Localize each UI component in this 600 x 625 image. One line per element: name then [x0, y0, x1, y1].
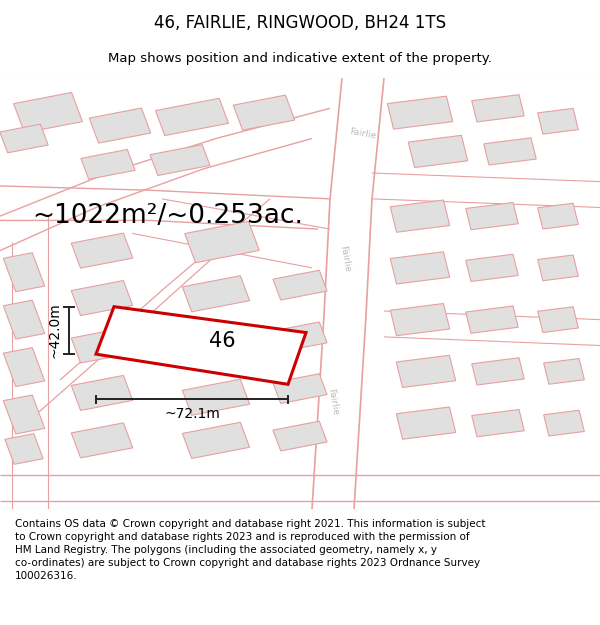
Polygon shape: [71, 281, 133, 316]
Polygon shape: [466, 254, 518, 281]
Polygon shape: [273, 270, 327, 300]
Polygon shape: [484, 138, 536, 165]
Polygon shape: [71, 376, 133, 411]
Polygon shape: [396, 355, 456, 388]
Polygon shape: [408, 136, 468, 168]
Polygon shape: [233, 95, 295, 130]
Polygon shape: [182, 276, 250, 312]
Polygon shape: [14, 92, 82, 132]
Text: Contains OS data © Crown copyright and database right 2021. This information is : Contains OS data © Crown copyright and d…: [15, 519, 485, 581]
Polygon shape: [182, 379, 250, 416]
Polygon shape: [150, 144, 210, 176]
Polygon shape: [472, 95, 524, 122]
Polygon shape: [396, 407, 456, 439]
Polygon shape: [538, 108, 578, 134]
Polygon shape: [273, 374, 327, 404]
Text: Fairlie: Fairlie: [349, 127, 377, 141]
Text: 46: 46: [209, 331, 235, 351]
Polygon shape: [538, 203, 578, 229]
Text: ~1022m²/~0.253ac.: ~1022m²/~0.253ac.: [32, 203, 304, 229]
Text: Fairlie: Fairlie: [338, 245, 352, 273]
Polygon shape: [3, 300, 45, 339]
Polygon shape: [390, 304, 450, 336]
Polygon shape: [81, 149, 135, 179]
Polygon shape: [5, 434, 43, 464]
Polygon shape: [388, 96, 452, 129]
Polygon shape: [472, 409, 524, 437]
Polygon shape: [155, 98, 229, 136]
Polygon shape: [544, 410, 584, 436]
Polygon shape: [538, 307, 578, 332]
Polygon shape: [89, 108, 151, 143]
Polygon shape: [544, 359, 584, 384]
Text: ~42.0m: ~42.0m: [47, 302, 61, 358]
Text: ~72.1m: ~72.1m: [164, 408, 220, 421]
Polygon shape: [96, 307, 306, 384]
Polygon shape: [71, 233, 133, 268]
Polygon shape: [538, 255, 578, 281]
Polygon shape: [466, 306, 518, 333]
Polygon shape: [71, 423, 133, 458]
Polygon shape: [390, 200, 450, 232]
Polygon shape: [3, 348, 45, 386]
Polygon shape: [71, 328, 133, 363]
Polygon shape: [182, 422, 250, 459]
Polygon shape: [273, 322, 327, 352]
Polygon shape: [472, 357, 524, 385]
Text: 46, FAIRLIE, RINGWOOD, BH24 1TS: 46, FAIRLIE, RINGWOOD, BH24 1TS: [154, 14, 446, 32]
Text: Map shows position and indicative extent of the property.: Map shows position and indicative extent…: [108, 52, 492, 65]
Polygon shape: [0, 124, 48, 153]
Polygon shape: [273, 421, 327, 451]
Polygon shape: [185, 221, 259, 262]
Polygon shape: [3, 395, 45, 434]
Polygon shape: [390, 252, 450, 284]
Polygon shape: [3, 253, 45, 292]
Text: Fairlie: Fairlie: [326, 388, 340, 416]
Polygon shape: [466, 202, 518, 230]
